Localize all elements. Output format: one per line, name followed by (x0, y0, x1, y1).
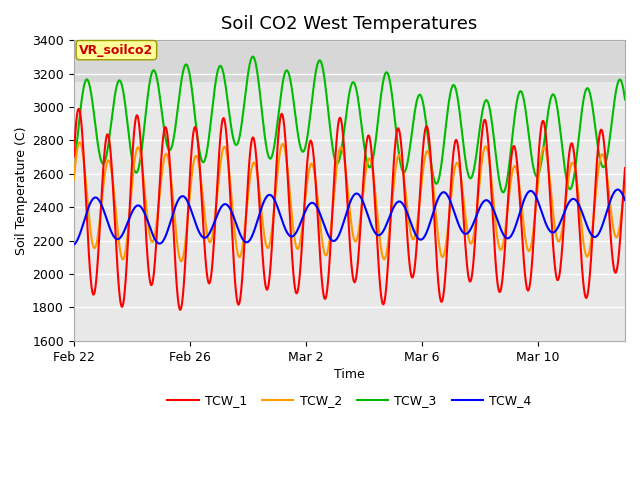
TCW_4 (166, 223, 173, 228)
TCW_4 (611, 190, 618, 195)
TCW_2 (305, 166, 313, 171)
TCW_1 (70, 154, 77, 160)
TCW_2 (551, 226, 559, 232)
Line: TCW_4: TCW_4 (74, 190, 625, 245)
TCW_1 (75, 106, 83, 112)
TCW_3 (551, 95, 559, 101)
TCW_1 (177, 307, 184, 312)
TCW_4 (551, 229, 559, 235)
TCW_2 (70, 177, 77, 183)
X-axis label: Time: Time (334, 368, 365, 381)
TCW_4 (132, 203, 140, 209)
Title: Soil CO2 West Temperatures: Soil CO2 West Temperatures (221, 15, 477, 33)
TCW_1 (282, 138, 289, 144)
TCW_2 (282, 150, 289, 156)
TCW_4 (614, 187, 621, 192)
Legend: TCW_1, TCW_2, TCW_3, TCW_4: TCW_1, TCW_2, TCW_3, TCW_4 (163, 389, 536, 412)
TCW_2 (621, 180, 629, 185)
TCW_1 (551, 266, 559, 272)
TCW_3 (70, 165, 77, 171)
TCW_3 (282, 69, 289, 75)
TCW_1 (611, 268, 618, 274)
TCW_4 (305, 202, 313, 208)
TCW_1 (305, 141, 313, 147)
TCW_1 (133, 112, 141, 118)
TCW_2 (133, 146, 141, 152)
TCW_2 (611, 231, 618, 237)
TCW_4 (621, 197, 629, 203)
TCW_3 (249, 54, 257, 60)
TCW_3 (132, 170, 140, 176)
TCW_2 (177, 258, 185, 264)
TCW_2 (76, 139, 83, 145)
TCW_1 (166, 156, 173, 162)
Line: TCW_2: TCW_2 (74, 142, 625, 261)
Y-axis label: Soil Temperature (C): Soil Temperature (C) (15, 126, 28, 255)
Line: TCW_3: TCW_3 (74, 57, 625, 192)
TCW_3 (621, 96, 629, 102)
TCW_2 (166, 163, 173, 169)
TCW_3 (166, 147, 173, 153)
TCW_4 (70, 242, 77, 248)
TCW_3 (611, 97, 618, 103)
TCW_3 (305, 120, 313, 126)
TCW_4 (282, 226, 289, 231)
Line: TCW_1: TCW_1 (74, 109, 625, 310)
Text: VR_soilco2: VR_soilco2 (79, 44, 154, 57)
Bar (74, 40, 625, 82)
TCW_1 (621, 165, 629, 171)
TCW_3 (499, 190, 507, 195)
